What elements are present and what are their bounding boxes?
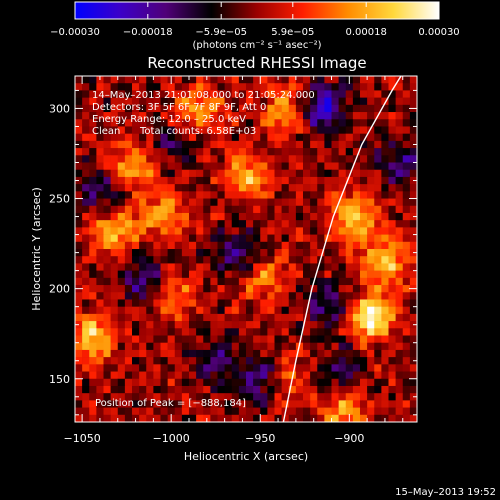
peak-position-label: Position of Peak = [−888,184] <box>95 398 246 409</box>
heatmap-cells <box>75 76 417 422</box>
colorbar-unit-label: (photons cm⁻² s⁻¹ asec⁻²) <box>192 40 321 51</box>
colorbar <box>75 2 439 19</box>
solar-limb-curve <box>282 76 402 422</box>
colorbar-ticks: −0.00030 −0.00018 −5.9e−05 5.9e−05 0.00018 0.… <box>50 1 460 38</box>
colorbar-tick-label: −5.9e−05 <box>195 27 247 38</box>
chart-title: Reconstructed RHESSI Image <box>147 54 366 72</box>
annotation-total-counts: Total counts: 6.58E+03 <box>139 126 256 137</box>
x-tick-label: −900 <box>334 432 364 445</box>
y-tick-label: 150 <box>49 373 70 386</box>
x-axis-label: Heliocentric X (arcsec) <box>184 450 308 463</box>
y-tick-label: 250 <box>49 193 70 206</box>
x-axis-ticks: −1050 −1000 −950 −900 <box>64 76 404 445</box>
y-axis-ticks: 150 200 250 300 <box>49 89 417 416</box>
plot-frame <box>74 75 418 423</box>
y-tick-label: 200 <box>49 283 70 296</box>
colorbar-tick-label: −0.00018 <box>123 27 173 38</box>
annotation-method: Clean <box>92 126 120 137</box>
colorbar-tick-label: −0.00030 <box>50 27 100 38</box>
x-tick-label: −1050 <box>64 432 101 445</box>
y-tick-label: 300 <box>49 102 70 115</box>
observation-annotations: 14–May–2013 21:01:08.000 to 21:05:24.000… <box>92 90 315 137</box>
colorbar-tick-label: 0.00018 <box>346 27 387 38</box>
annotation-detectors: Detectors: 3F 5F 6F 7F 8F 9F, Att 0 <box>92 102 266 113</box>
colorbar-tick-label: 5.9e−05 <box>271 27 314 38</box>
annotation-energy-range: Energy Range: 12.0 – 25.0 keV <box>92 114 246 125</box>
colorbar-tick-label: 0.00030 <box>418 27 459 38</box>
y-axis-label: Heliocentric Y (arcsec) <box>30 187 43 311</box>
x-tick-label: −950 <box>245 432 275 445</box>
x-tick-label: −1000 <box>153 432 190 445</box>
annotation-time-range: 14–May–2013 21:01:08.000 to 21:05:24.000 <box>92 90 315 101</box>
footer-timestamp: 15–May–2013 19:52 <box>395 487 496 498</box>
